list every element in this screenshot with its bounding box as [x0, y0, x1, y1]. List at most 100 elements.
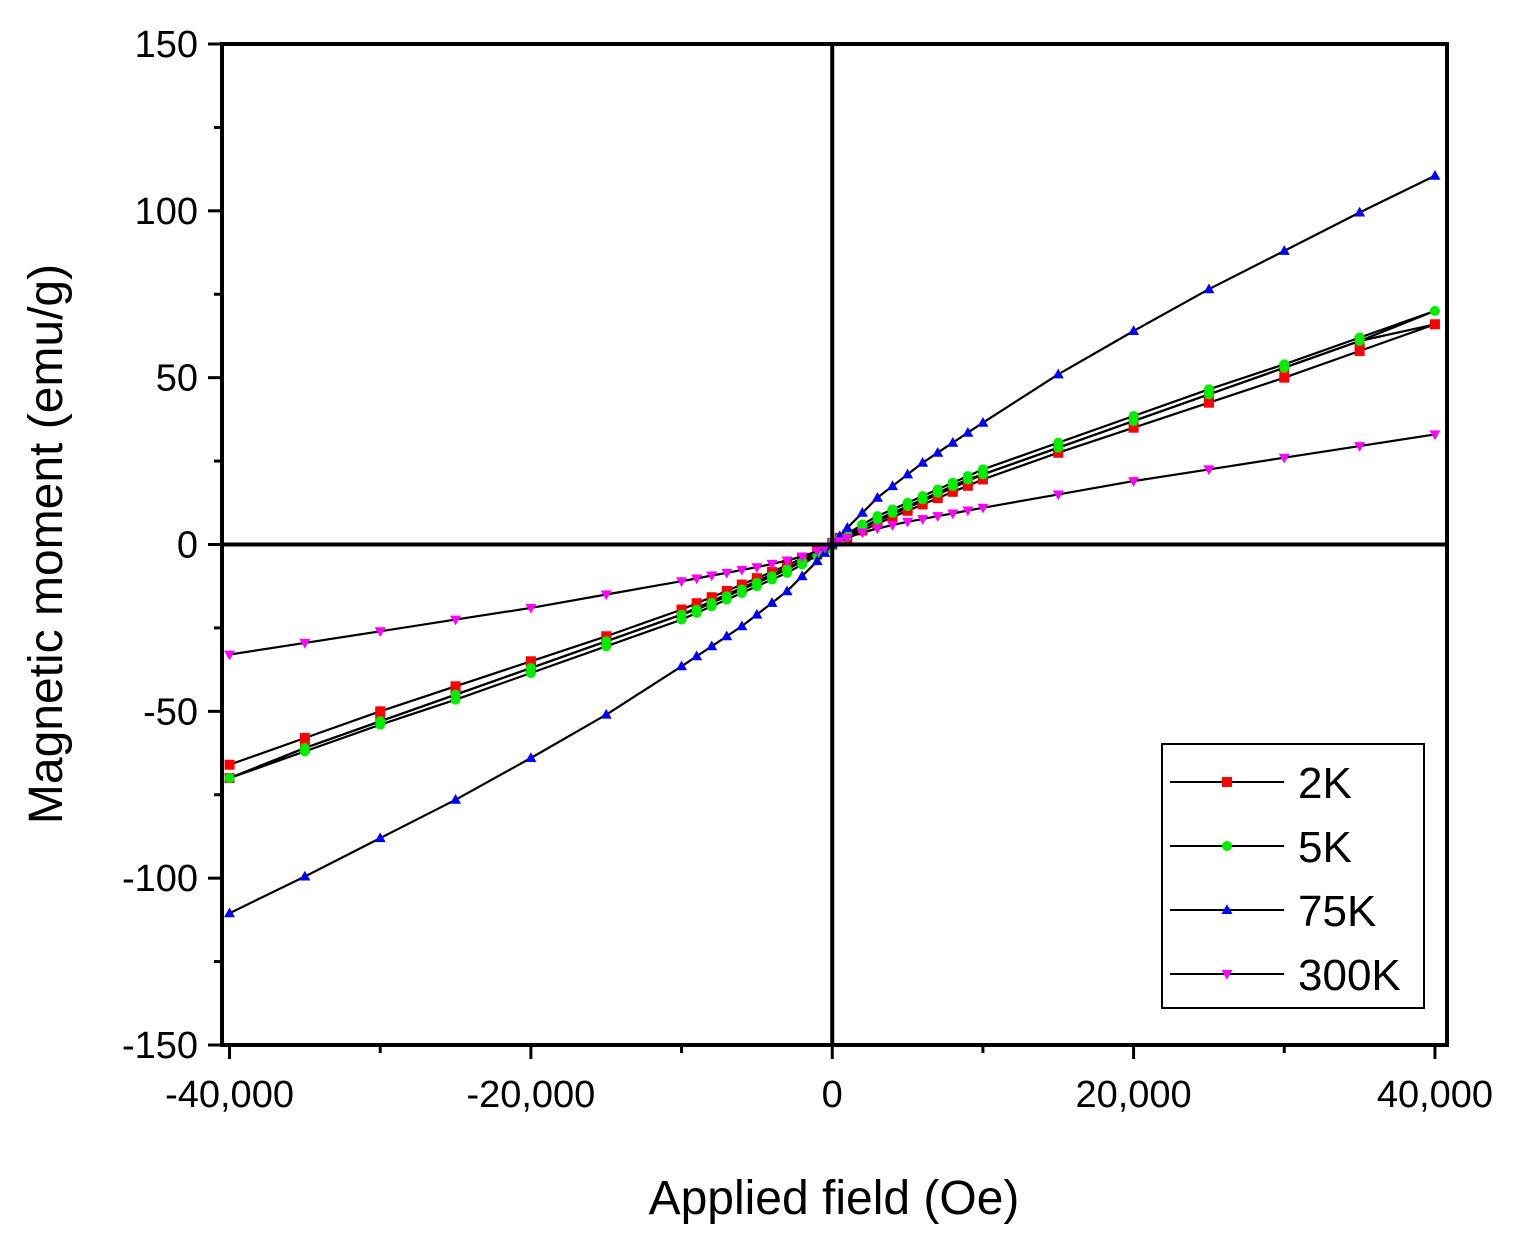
y-tick-label: 50	[156, 358, 198, 400]
data-point-300k	[796, 552, 808, 563]
data-point-75k	[887, 480, 899, 491]
legend-marker-2k	[1222, 777, 1232, 787]
data-point-75k	[977, 416, 989, 427]
data-point-2k	[224, 759, 235, 770]
data-point-5k	[887, 504, 898, 515]
data-point-75k	[811, 555, 823, 566]
data-point-75k	[856, 507, 868, 517]
legend-item-5k: 5K	[1170, 823, 1352, 872]
data-point-300k	[871, 524, 883, 535]
data-point-75k	[736, 620, 748, 631]
data-point-300k	[374, 627, 386, 638]
data-point-5k	[1279, 359, 1290, 370]
data-point-2k	[1354, 345, 1365, 356]
data-point-5k	[1429, 305, 1440, 316]
data-point-5k	[872, 511, 883, 522]
legend-marker-75k	[1221, 904, 1233, 914]
data-point-5k	[1128, 411, 1139, 422]
data-point-75k	[917, 457, 929, 467]
data-point-75k	[1429, 170, 1441, 180]
legend-item-300k: 300K	[1170, 951, 1401, 1000]
data-point-5k	[932, 484, 943, 495]
data-point-2k	[525, 656, 536, 667]
data-point-75k	[1278, 245, 1290, 255]
data-point-300k	[299, 638, 311, 649]
data-point-300k	[706, 571, 718, 582]
data-point-5k	[375, 716, 386, 727]
y-tick-label: -100	[122, 858, 198, 900]
data-point-300k	[932, 512, 944, 522]
data-point-300k	[781, 556, 793, 567]
data-point-5k	[706, 597, 717, 608]
data-point-75k	[450, 794, 462, 804]
data-point-300k	[1203, 465, 1215, 476]
data-point-2k	[676, 604, 687, 615]
data-point-2k	[375, 706, 386, 717]
data-point-75k	[525, 752, 537, 763]
x-axis-title: Applied field (Oe)	[649, 1172, 1020, 1225]
data-point-300k	[1128, 477, 1140, 487]
data-point-5k	[1354, 332, 1365, 343]
x-axis: -40,000 -20,000 0 20,000 40,000	[165, 1045, 1493, 1116]
data-point-300k	[902, 517, 914, 528]
data-point-5k	[721, 591, 732, 602]
data-point-75k	[902, 468, 914, 479]
data-point-75k	[962, 426, 974, 437]
legend-label: 5K	[1298, 823, 1352, 872]
data-point-5k	[782, 564, 793, 575]
data-point-5k	[450, 689, 461, 700]
legend: 2K 5K 75K 300K	[1161, 743, 1425, 1009]
data-point-5k	[902, 497, 913, 508]
data-point-75k	[299, 870, 311, 881]
data-point-300k	[736, 565, 748, 576]
data-point-300k	[676, 577, 688, 587]
data-point-75k	[1052, 368, 1064, 379]
y-tick-label: -150	[122, 1025, 198, 1067]
data-point-5k	[1053, 437, 1064, 448]
data-point-75k	[781, 585, 793, 596]
data-point-300k	[977, 503, 989, 514]
data-point-75k	[676, 660, 688, 671]
data-point-5k	[691, 604, 702, 615]
data-point-75k	[224, 907, 236, 918]
data-point-75k	[947, 436, 959, 447]
legend-label: 2K	[1298, 759, 1352, 808]
data-point-2k	[450, 681, 461, 692]
x-tick-label: 40,000	[1377, 1074, 1493, 1116]
data-point-2k	[299, 733, 310, 744]
data-point-300k	[691, 574, 703, 585]
data-point-75k	[766, 597, 778, 607]
data-point-2k	[1053, 447, 1064, 458]
data-point-300k	[721, 568, 733, 579]
data-point-300k	[1429, 430, 1441, 441]
data-point-300k	[751, 563, 763, 573]
data-point-300k	[962, 506, 974, 517]
data-point-2k	[1279, 372, 1290, 383]
data-point-300k	[834, 537, 846, 547]
data-point-75k	[721, 630, 733, 641]
data-point-5k	[676, 609, 687, 620]
y-axis-title: Magnetic moment (emu/g)	[20, 264, 73, 824]
data-point-2k	[1429, 319, 1440, 330]
y-tick-label: 100	[135, 191, 198, 233]
y-tick-label: -50	[143, 691, 198, 733]
data-point-300k	[600, 590, 612, 601]
data-point-5k	[766, 571, 777, 582]
data-point-300k	[1052, 490, 1064, 501]
data-point-300k	[947, 509, 959, 520]
legend-label: 300K	[1298, 951, 1401, 1000]
x-tick-label: -40,000	[165, 1074, 294, 1116]
data-point-300k	[1278, 453, 1290, 464]
data-point-300k	[766, 559, 778, 570]
legend-marker-5k	[1222, 841, 1232, 851]
data-point-2k	[1128, 422, 1139, 433]
data-point-2k	[601, 631, 612, 642]
x-tick-label: -20,000	[466, 1074, 595, 1116]
data-point-300k	[917, 515, 929, 525]
data-point-5k	[917, 491, 928, 502]
data-point-75k	[751, 608, 763, 619]
data-point-75k	[796, 570, 808, 581]
data-point-5k	[962, 471, 973, 482]
data-point-5k	[1203, 384, 1214, 395]
data-point-75k	[1354, 206, 1366, 217]
